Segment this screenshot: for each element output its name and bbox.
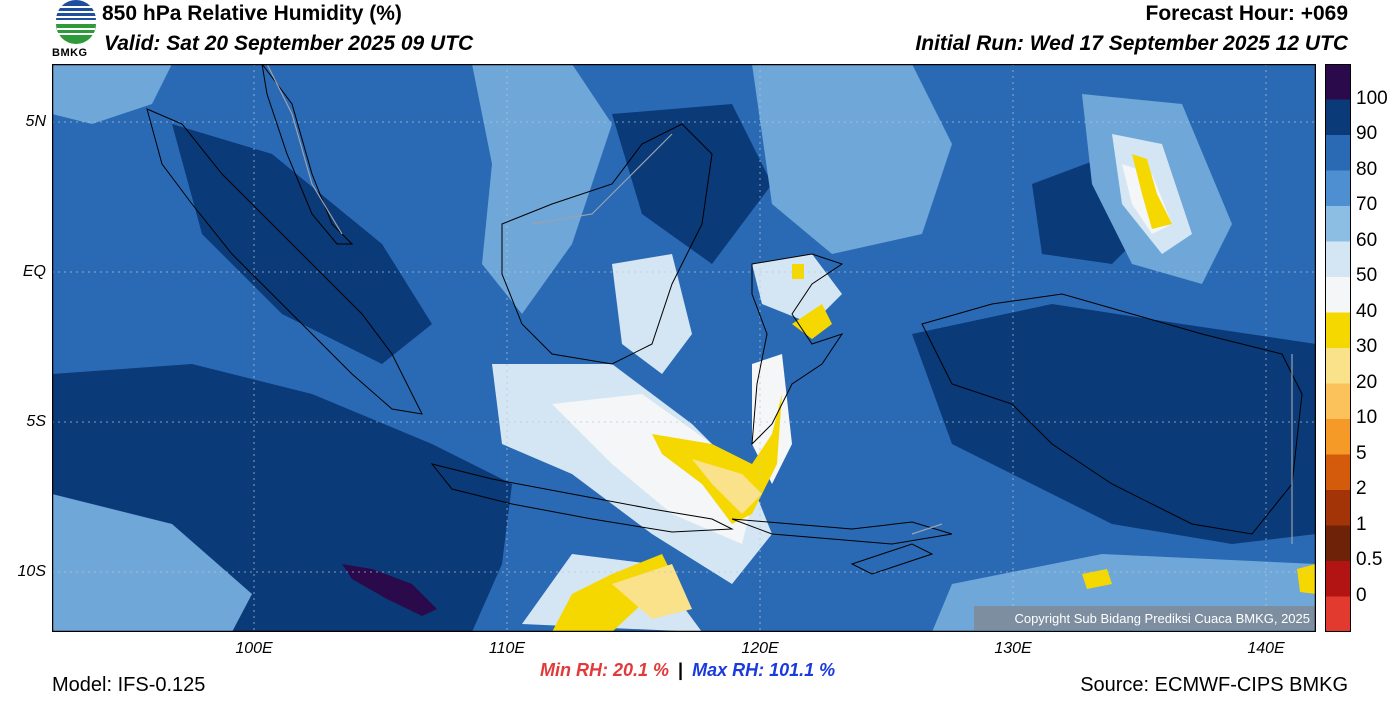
valid-time: Valid: Sat 20 September 2025 09 UTC [104,32,474,55]
min-rh: Min RH: 20.1 % [540,660,670,680]
colorbar-label: 0 [1356,584,1367,606]
lon-label-100e: 100E [235,640,273,657]
colorbar-label: 100 [1356,87,1388,109]
humidity-map: Copyright Sub Bidang Prediksi Cuaca BMKG… [51,63,1317,633]
rh-stats: Min RH: 20.1 % | Max RH: 101.1 % [540,660,835,681]
lon-label-120e: 120E [741,640,779,657]
colorbar-label: 40 [1356,300,1378,322]
copyright-text: Copyright Sub Bidang Prediksi Cuaca BMKG… [1014,611,1310,626]
colorbar-label: 0.5 [1356,549,1383,570]
coastline-malay-peninsula [261,63,354,245]
colorbar-swatch [1325,206,1351,242]
rh-100-region [342,564,437,616]
lat-label-5s: 5S [26,413,46,430]
bmkg-logo-icon [56,0,96,44]
colorbar-label: 50 [1356,265,1378,286]
colorbar-swatch [1325,454,1351,491]
colorbar-label: 80 [1356,158,1378,180]
colorbar-swatch [1325,596,1351,633]
colorbar-label: 20 [1356,371,1378,393]
lon-label-110e: 110E [488,640,526,657]
lon-label-140e: 140E [1247,640,1285,657]
colorbar-swatch [1325,99,1351,136]
coastline-lesser-sunda [731,518,953,545]
colorbar-label: 2 [1356,478,1367,499]
lat-label-eq: EQ [22,263,46,280]
colorbar-label: 70 [1356,194,1378,215]
colorbar-swatch [1325,277,1351,313]
colorbar-swatch [1325,561,1351,597]
colorbar-label: 30 [1356,336,1378,357]
colorbar-label: 1 [1356,513,1367,535]
colorbar-swatch [1325,348,1351,384]
colorbar-label: 10 [1356,407,1378,428]
coastline-sulawesi [751,253,844,446]
humidity-map-svg: Copyright Sub Bidang Prediksi Cuaca BMKG… [51,63,1317,633]
colorbar-label: 5 [1356,442,1367,464]
colorbar-swatch [1325,525,1351,562]
stats-separator: | [678,660,684,680]
coastline-borneo [501,123,713,365]
colorbar-swatch [1325,383,1351,420]
colorbar-swatch [1325,135,1351,171]
colorbar-frame [1325,64,1351,632]
country-borders [266,63,1293,544]
coastline-timor [850,543,934,575]
colorbar-swatch [1325,312,1351,349]
colorbar-label: 90 [1356,123,1378,144]
source-label: Source: ECMWF-CIPS BMKG [1080,674,1348,696]
colorbar-label: 60 [1356,229,1378,251]
lat-label-5n: 5N [25,113,46,130]
colorbar-swatch [1325,170,1351,207]
initial-run: Initial Run: Wed 17 September 2025 12 UT… [915,32,1348,55]
colorbar-svg [1325,64,1351,633]
colorbar-swatch [1325,241,1351,278]
forecast-hour: Forecast Hour: +069 [1145,2,1349,25]
logo-text: BMKG [52,47,88,59]
map-grid [52,64,1316,632]
map-frame [51,63,1317,633]
max-rh: Max RH: 101.1 % [692,660,836,680]
coastline-java [430,463,734,533]
bmkg-logo [52,0,100,60]
colorbar-swatch [1325,64,1351,100]
lon-label-130e: 130E [994,640,1032,657]
lat-label-10s: 10S [17,563,46,580]
colorbar [1325,64,1351,633]
chart-title: 850 hPa Relative Humidity (%) [102,2,402,25]
coastline-sumatra [146,108,423,415]
colorbar-swatch [1325,419,1351,455]
colorbar-swatch [1325,490,1351,526]
model-label: Model: IFS-0.125 [52,674,206,696]
copyright-box [974,606,1316,630]
